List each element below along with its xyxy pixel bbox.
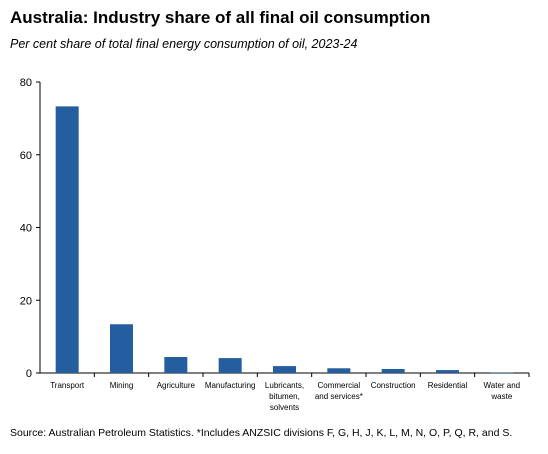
chart-title: Australia: Industry share of all final o… (10, 8, 431, 27)
bar (436, 370, 459, 373)
bar (110, 324, 133, 373)
x-axis (40, 372, 530, 377)
x-tick-label: and services* (315, 392, 363, 401)
category-labels: Transport Mining Agriculture Manufacturing L… (50, 381, 520, 412)
x-tick-label: Lubricants, (265, 381, 304, 390)
x-tick-label: Commercial (317, 381, 360, 390)
bar (381, 368, 405, 373)
x-tick-label: Residential (428, 381, 468, 390)
y-tick-label: 60 (20, 150, 32, 162)
x-tick-label: solvents (270, 403, 299, 412)
x-tick-label: bitumen, (269, 392, 300, 401)
y-tick-label: 20 (20, 295, 32, 307)
bar (490, 372, 514, 374)
x-tick-label: Mining (110, 381, 134, 390)
x-tick-label: waste (490, 392, 512, 401)
x-tick-label: Agriculture (157, 381, 196, 390)
bar (327, 368, 351, 373)
source-note: Source: Australian Petroleum Statistics.… (10, 427, 513, 439)
y-tick-label: 40 (20, 223, 32, 235)
chart-subtitle: Per cent share of total final energy con… (10, 37, 358, 51)
bar (218, 358, 242, 373)
y-tick-label: 80 (20, 77, 32, 89)
bars (55, 106, 514, 374)
x-tick-label: Manufacturing (205, 381, 256, 390)
bar (55, 106, 79, 373)
x-tick-label: Construction (371, 381, 416, 390)
bar (164, 356, 188, 373)
x-tick-label: Transport (50, 381, 85, 390)
y-axis: 0 20 40 60 80 (20, 77, 41, 380)
x-tick-label: Water and (484, 381, 521, 390)
y-tick-label: 0 (26, 368, 32, 380)
bar (273, 366, 296, 373)
